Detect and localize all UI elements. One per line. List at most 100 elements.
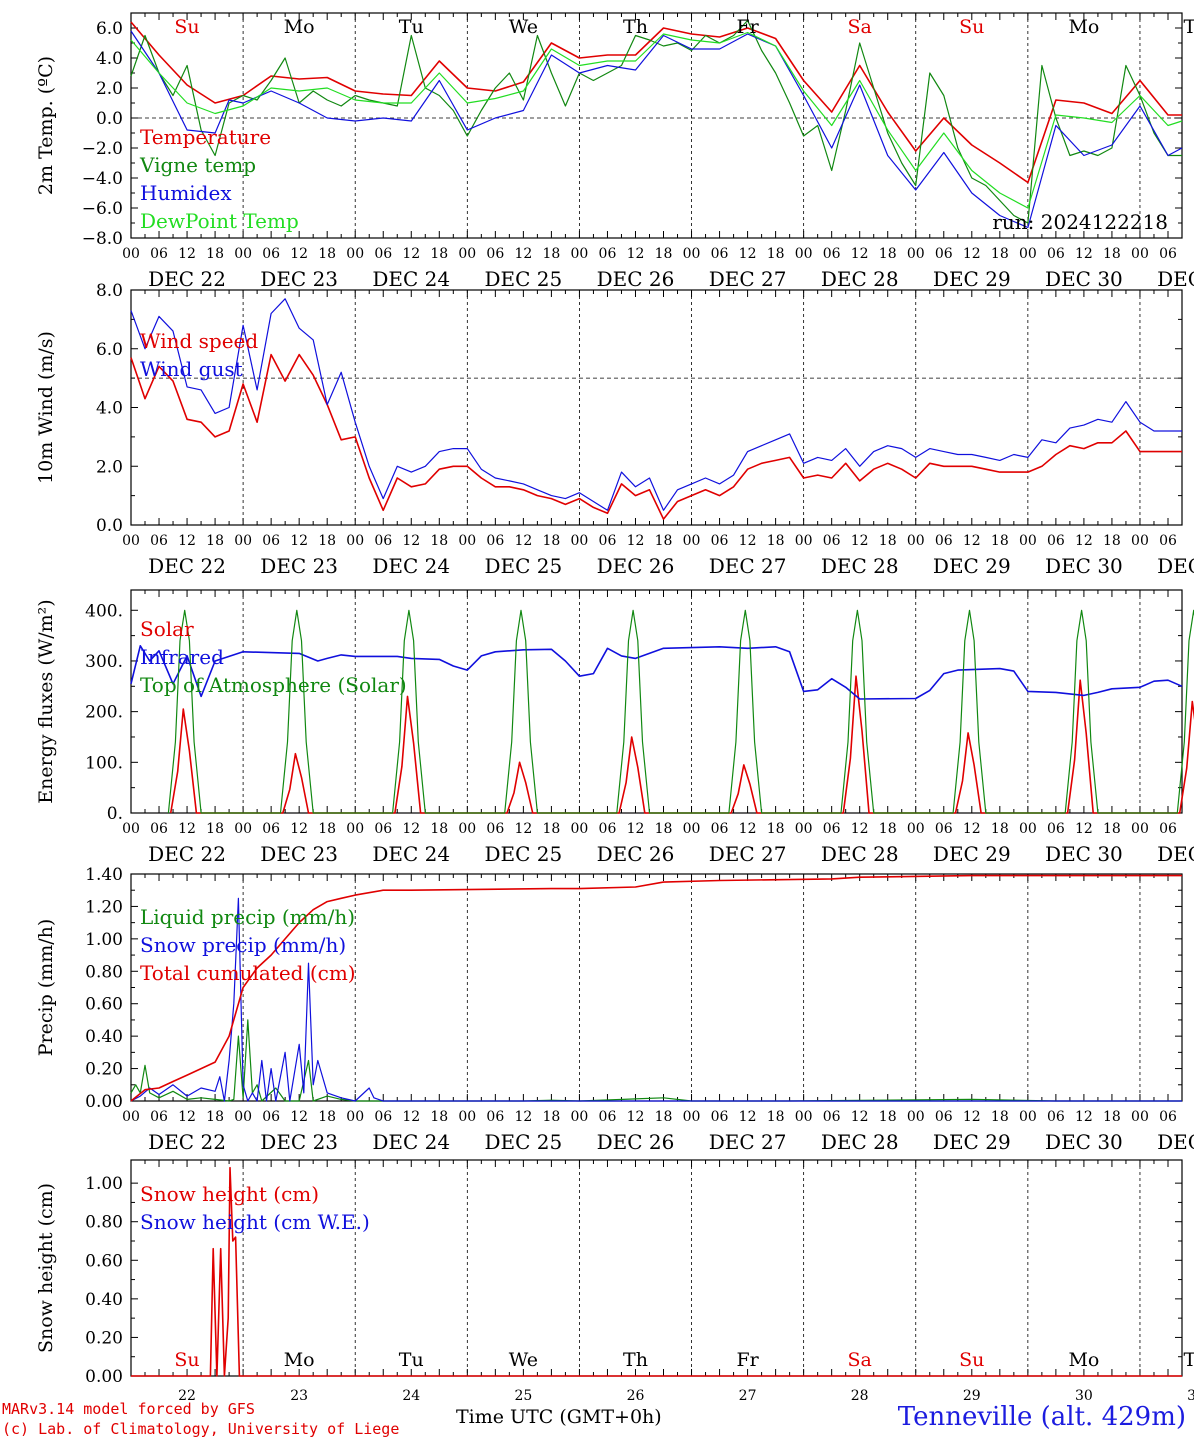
snow-day-number-label: 29 bbox=[963, 1388, 981, 1400]
snow-day-name-label: Fr bbox=[736, 1349, 759, 1371]
snow-y-tick-label: 0.00 bbox=[85, 1367, 123, 1387]
precip-hour-label: 18 bbox=[542, 1109, 560, 1125]
energy-hour-label: 06 bbox=[150, 821, 168, 837]
energy-hour-label: 06 bbox=[935, 821, 953, 837]
wind-date-label: DEC 24 bbox=[372, 554, 450, 578]
snow-day-number-label: 30 bbox=[1075, 1388, 1093, 1400]
snow-day-name-label: Th bbox=[623, 1349, 648, 1371]
wind-hour-label: 06 bbox=[1047, 533, 1065, 549]
wind-date-label: DEC 23 bbox=[260, 554, 338, 578]
precip-date-label: DEC 25 bbox=[484, 1130, 562, 1154]
wind-date-label: DEC 28 bbox=[821, 554, 899, 578]
precip-hour-label: 18 bbox=[655, 1109, 673, 1125]
energy-y-tick-label: 400. bbox=[85, 601, 123, 621]
temp-hour-label: 06 bbox=[1159, 246, 1177, 262]
energy-hour-label: 06 bbox=[1159, 821, 1177, 837]
wind-hour-label: 12 bbox=[178, 533, 196, 549]
temp-y-tick-label: −8.0 bbox=[82, 229, 123, 249]
precip-hour-label: 18 bbox=[991, 1109, 1009, 1125]
temp-date-label: DEC 25 bbox=[484, 267, 562, 291]
temp-hour-label: 06 bbox=[150, 246, 168, 262]
temp-hour-label: 18 bbox=[991, 246, 1009, 262]
energy-y-tick-label: 100. bbox=[85, 753, 123, 773]
precip-hour-label: 06 bbox=[1159, 1109, 1177, 1125]
energy-date-label: DEC 25 bbox=[484, 842, 562, 866]
precip-hour-label: 06 bbox=[599, 1109, 617, 1125]
precip-hour-label: 06 bbox=[150, 1109, 168, 1125]
temp-hour-label: 18 bbox=[318, 246, 336, 262]
wind-y-tick-label: 8.0 bbox=[96, 281, 123, 301]
temp-hour-label: 12 bbox=[402, 246, 420, 262]
wind-y-tick-label: 4.0 bbox=[96, 399, 123, 419]
temp-y-tick-label: 4.0 bbox=[96, 49, 123, 69]
energy-hour-label: 12 bbox=[402, 821, 420, 837]
wind-y-tick-label: 6.0 bbox=[96, 340, 123, 360]
precip-date-label: DEC 29 bbox=[933, 1130, 1011, 1154]
energy-date-label: DEC 30 bbox=[1045, 842, 1123, 866]
wind-hour-label: 06 bbox=[599, 533, 617, 549]
day-name-label: Su bbox=[174, 16, 199, 38]
energy-date-label: DEC 29 bbox=[933, 842, 1011, 866]
precip-y-tick-label: 0.40 bbox=[85, 1027, 123, 1047]
precip-hour-label: 00 bbox=[1019, 1109, 1037, 1125]
precip-hour-label: 00 bbox=[346, 1109, 364, 1125]
day-name-label: Th bbox=[623, 16, 648, 38]
wind-hour-label: 00 bbox=[571, 533, 589, 549]
wind-hour-label: 12 bbox=[290, 533, 308, 549]
precip-hour-label: 06 bbox=[823, 1109, 841, 1125]
precip-y-tick-label: 1.40 bbox=[85, 865, 123, 885]
energy-hour-label: 18 bbox=[991, 821, 1009, 837]
snow-day-name-label: Mo bbox=[284, 1349, 315, 1371]
precip-series-2 bbox=[130, 874, 1182, 1102]
energy-hour-label: 12 bbox=[178, 821, 196, 837]
temp-hour-label: 12 bbox=[627, 246, 645, 262]
temp-y-tick-label: 2.0 bbox=[96, 79, 123, 99]
precip-hour-label: 12 bbox=[178, 1109, 196, 1125]
snow-legend-entry: Snow height (cm W.E.) bbox=[140, 1210, 370, 1234]
precip-y-tick-label: 1.00 bbox=[85, 930, 123, 950]
wind-date-label: DEC 29 bbox=[933, 554, 1011, 578]
wind-hour-label: 18 bbox=[1103, 533, 1121, 549]
energy-series-1 bbox=[130, 645, 1183, 700]
energy-y-tick-label: 0. bbox=[107, 804, 123, 824]
temp-hour-label: 00 bbox=[571, 246, 589, 262]
snow-day-number-label: 22 bbox=[178, 1388, 196, 1400]
wind-hour-label: 00 bbox=[234, 533, 252, 549]
energy-series-2 bbox=[167, 609, 1194, 814]
temp-date-label: DEC 27 bbox=[709, 267, 787, 291]
temp-date-label: DEC 29 bbox=[933, 267, 1011, 291]
day-name-label: We bbox=[509, 16, 538, 38]
wind-hour-label: 12 bbox=[1075, 533, 1093, 549]
snow-y-tick-label: 0.40 bbox=[85, 1290, 123, 1310]
precip-hour-label: 12 bbox=[963, 1109, 981, 1125]
temp-hour-label: 18 bbox=[879, 246, 897, 262]
precip-hour-label: 12 bbox=[514, 1109, 532, 1125]
precip-series-1 bbox=[130, 897, 1182, 1102]
precip-y-tick-label: 0.00 bbox=[85, 1092, 123, 1112]
energy-hour-label: 12 bbox=[963, 821, 981, 837]
energy-hour-label: 00 bbox=[458, 821, 476, 837]
temp-hour-label: 06 bbox=[1047, 246, 1065, 262]
wind-hour-label: 12 bbox=[739, 533, 757, 549]
precip-hour-label: 12 bbox=[1075, 1109, 1093, 1125]
wind-hour-label: 00 bbox=[795, 533, 813, 549]
precip-hour-label: 00 bbox=[571, 1109, 589, 1125]
precip-date-label: DEC 23 bbox=[260, 1130, 338, 1154]
energy-date-label: DEC 24 bbox=[372, 842, 450, 866]
precip-hour-label: 12 bbox=[627, 1109, 645, 1125]
temp-series-3 bbox=[130, 31, 1183, 209]
snow-series-0 bbox=[131, 1166, 1182, 1377]
day-name-label: Su bbox=[959, 16, 984, 38]
temp-y-tick-label: 6.0 bbox=[96, 19, 123, 39]
temp-date-label: DEC 26 bbox=[597, 267, 675, 291]
temp-hour-label: 06 bbox=[599, 246, 617, 262]
temp-legend-entry: Vigne temp bbox=[139, 153, 256, 177]
wind-legend-entry: Wind gust bbox=[140, 357, 243, 381]
energy-hour-label: 06 bbox=[823, 821, 841, 837]
wind-y-tick-label: 2.0 bbox=[96, 457, 123, 477]
precip-date-label: DEC 22 bbox=[148, 1130, 226, 1154]
snow-y-tick-label: 1.00 bbox=[85, 1174, 123, 1194]
temp-y-tick-label: 0.0 bbox=[96, 109, 123, 129]
energy-hour-label: 12 bbox=[739, 821, 757, 837]
meteogram: −8.0 −6.0 −4.0 −2.0 0.0 2.0 4.0 6.0 2m Temp. (ºC… bbox=[35, 12, 1194, 1400]
